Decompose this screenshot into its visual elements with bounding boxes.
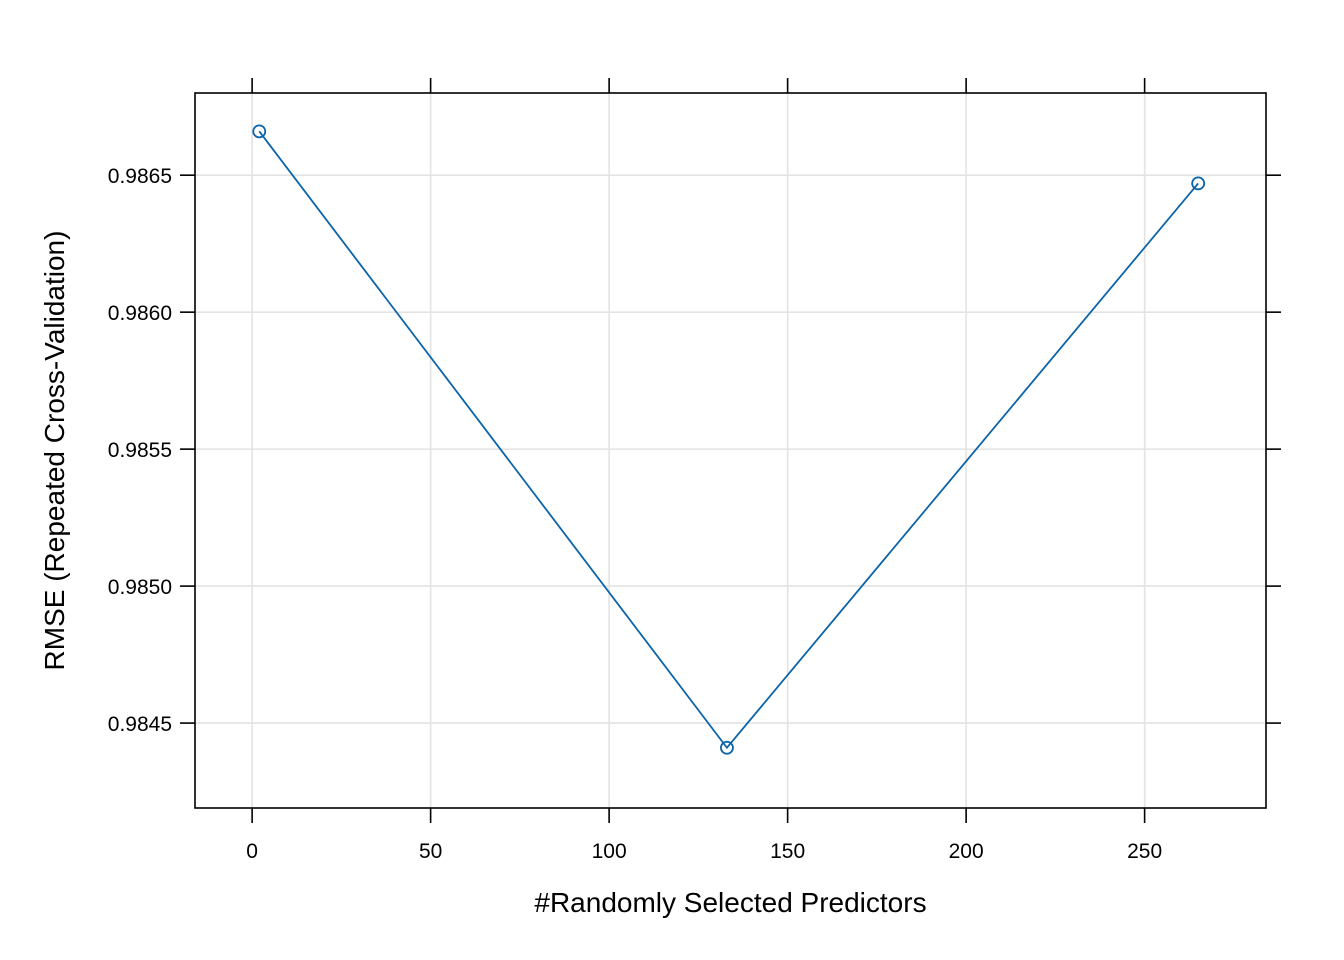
x-tick-label: 0 [246, 840, 258, 863]
y-tick-label: 0.9850 [108, 576, 172, 599]
data-point [252, 124, 267, 139]
axis-ticks: 0 50 100 150 200 250 0.9845 0.9850 0.9855 0.9860 0… [108, 78, 1281, 863]
y-tick-label: 0.9865 [108, 165, 172, 188]
x-tick-label: 50 [419, 840, 442, 863]
x-tick-label: 150 [770, 840, 805, 863]
plot-frame [194, 92, 1267, 809]
data-point [720, 740, 734, 755]
grid [195, 93, 1266, 808]
y-tick-label: 0.9845 [108, 713, 172, 736]
x-axis-title: #Randomly Selected Predictors [534, 887, 926, 918]
series-line [258, 130, 1199, 750]
series-layer [252, 124, 1206, 755]
x-tick-label: 250 [1127, 840, 1162, 863]
x-tick-label: 200 [949, 840, 984, 863]
data-point [1191, 176, 1206, 191]
y-tick-label: 0.9860 [108, 302, 172, 325]
y-axis-title: RMSE (Repeated Cross-Validation) [39, 231, 70, 671]
x-tick-label: 100 [592, 840, 627, 863]
y-tick-label: 0.9855 [108, 439, 172, 462]
